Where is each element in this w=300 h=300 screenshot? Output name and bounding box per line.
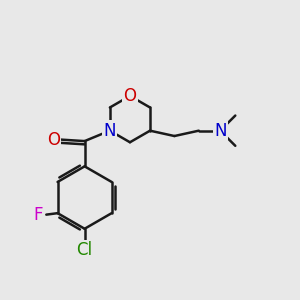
Text: N: N	[103, 122, 116, 140]
Text: O: O	[47, 130, 60, 148]
Text: O: O	[124, 87, 136, 105]
Text: N: N	[214, 122, 226, 140]
Text: F: F	[34, 206, 43, 224]
Text: Cl: Cl	[76, 241, 93, 259]
